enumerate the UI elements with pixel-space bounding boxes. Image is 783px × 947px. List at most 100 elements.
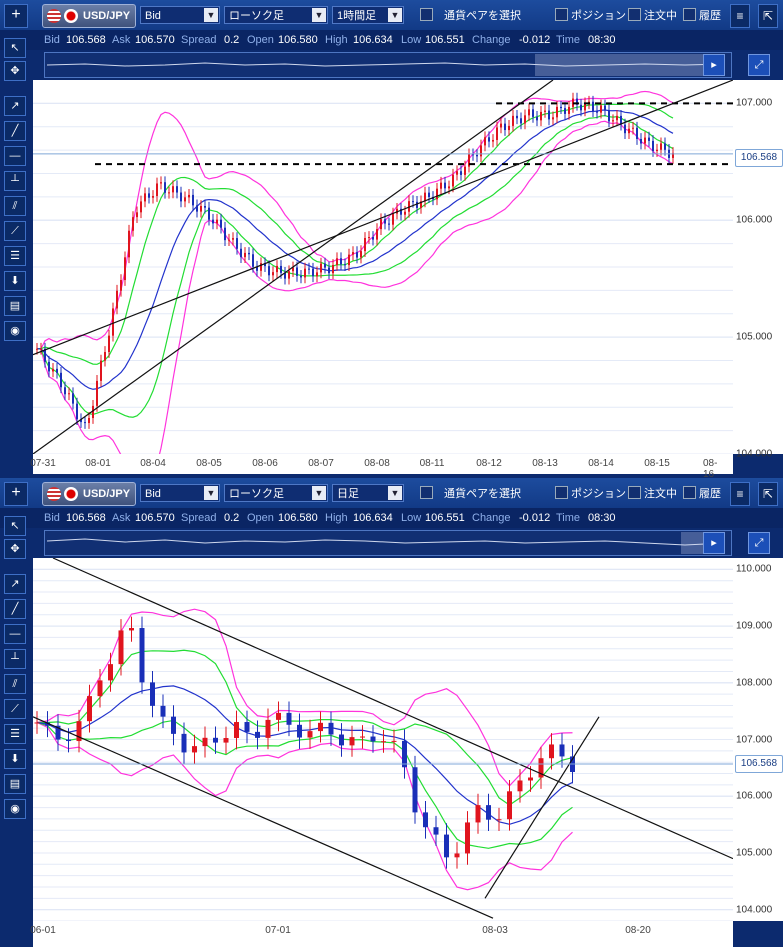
candle-body (129, 628, 134, 631)
candle-body (456, 171, 458, 175)
chart-type-select[interactable]: ローソク足 ▼ (224, 6, 328, 24)
candle-body (452, 174, 454, 187)
orders-label: 注文中 (644, 488, 677, 500)
candle-body (460, 171, 462, 175)
high-value: 106.634 (353, 512, 393, 524)
y-tick-label: 105.000 (736, 331, 773, 343)
add-chart-button[interactable]: + (4, 482, 28, 506)
list-icon[interactable]: ▤ (4, 774, 26, 794)
collapse-button[interactable]: ⇱ (758, 4, 778, 28)
collapse-button[interactable]: ⇱ (758, 482, 778, 506)
candle-body (559, 744, 565, 757)
candle-body (248, 252, 250, 255)
horizontal-line-icon[interactable]: — (4, 624, 26, 644)
camera-icon[interactable]: ◉ (4, 799, 26, 819)
crosshair-icon[interactable]: ✥ (4, 61, 26, 81)
daily-chart-plot[interactable] (33, 558, 733, 921)
chart-type-select[interactable]: ローソク足 ▼ (224, 484, 328, 502)
candle-body (528, 777, 533, 781)
chart-navigator[interactable]: ▸ (44, 52, 732, 78)
crosshair-icon[interactable]: ✥ (4, 539, 26, 559)
fib-lines-icon[interactable]: ☰ (4, 246, 26, 266)
trendline-icon[interactable]: ↗ (4, 574, 26, 594)
select-pair-checkbox[interactable] (420, 8, 433, 21)
history-checkbox[interactable] (683, 486, 696, 499)
chart-navigator[interactable]: ▸ (44, 530, 732, 556)
trendline-icon[interactable]: ↗ (4, 96, 26, 116)
vertical-line-icon[interactable]: ┴ (4, 171, 26, 191)
download-icon[interactable]: ⬇ (4, 749, 26, 769)
chevron-down-icon: ▼ (204, 8, 218, 22)
list-icon[interactable]: ▤ (4, 296, 26, 316)
cursor-icon[interactable]: ↖ (4, 38, 26, 58)
drawing-toolbar: ↖ ✥ (4, 516, 26, 564)
candle-body (496, 127, 498, 140)
candle-body (388, 223, 390, 225)
candle-body (402, 740, 407, 768)
horizontal-line-icon[interactable]: — (4, 146, 26, 166)
candle-body (556, 106, 558, 118)
price-type-select[interactable]: Bid ▼ (140, 6, 220, 24)
position-checkbox[interactable] (555, 486, 568, 499)
expand-chart-button[interactable]: ⤢ (748, 54, 770, 76)
candle-body (592, 101, 594, 112)
candle-body (148, 193, 150, 198)
cursor-icon[interactable]: ↖ (4, 516, 26, 536)
candle-body (560, 106, 562, 109)
candle-body (404, 211, 406, 215)
chart-panel-daily: + USD/JPY Bid ▼ ローソク足 ▼ 日足 ▼ 通貨ペアを選択 ポジション … (0, 478, 783, 947)
fibonacci-icon[interactable]: ⟋ (4, 699, 26, 719)
candle-body (276, 712, 281, 720)
hourly-price-axis: 107.000 106.000 105.000 104.000 (733, 80, 783, 460)
uptrend-line (484, 716, 600, 899)
add-chart-button[interactable]: + (4, 4, 28, 28)
expand-chart-button[interactable]: ⤢ (748, 532, 770, 554)
candle-body (465, 822, 470, 854)
change-value: -0.012 (519, 34, 551, 46)
candle-body (532, 109, 534, 117)
fibonacci-icon[interactable]: ⟋ (4, 221, 26, 241)
timeframe-select[interactable]: 日足 ▼ (332, 484, 404, 502)
x-tick-label: 08-05 (196, 458, 222, 469)
candle-body (324, 263, 326, 268)
menu-button[interactable]: ≡ (730, 4, 750, 28)
channel-icon[interactable]: ⫽ (4, 196, 26, 216)
navigator-window[interactable] (535, 54, 725, 76)
currency-pair-button[interactable]: USD/JPY (42, 4, 136, 28)
camera-icon[interactable]: ◉ (4, 321, 26, 341)
candle-body (76, 721, 82, 742)
spread-value: 0.2 (224, 34, 240, 46)
scroll-latest-button[interactable]: ▸ (703, 54, 725, 76)
downtrend-upper-line (52, 558, 733, 860)
scroll-latest-button[interactable]: ▸ (703, 532, 725, 554)
candle-body (300, 275, 302, 278)
candle-body (568, 106, 570, 114)
hourly-chart-plot[interactable] (33, 80, 733, 454)
price-type-select[interactable]: Bid ▼ (140, 484, 220, 502)
history-checkbox[interactable] (683, 8, 696, 21)
candle-body (56, 368, 58, 373)
vertical-line-icon[interactable]: ┴ (4, 649, 26, 669)
bollinger-upper-1 (37, 649, 573, 806)
position-checkbox[interactable] (555, 8, 568, 21)
open-label: Open (247, 512, 274, 524)
currency-pair-button[interactable]: USD/JPY (42, 482, 136, 506)
line-icon[interactable]: ╱ (4, 121, 26, 141)
timeframe-select[interactable]: 1時間足 ▼ (332, 6, 404, 24)
select-pair-checkbox[interactable] (420, 486, 433, 499)
orders-checkbox[interactable] (628, 486, 641, 499)
chevron-down-icon: ▼ (204, 486, 218, 500)
channel-icon[interactable]: ⫽ (4, 674, 26, 694)
fib-lines-icon[interactable]: ☰ (4, 724, 26, 744)
orders-checkbox[interactable] (628, 8, 641, 21)
candle-body (252, 254, 254, 267)
menu-button[interactable]: ≡ (730, 482, 750, 506)
candle-body (328, 722, 334, 735)
download-icon[interactable]: ⬇ (4, 271, 26, 291)
bid-value: 106.568 (66, 512, 106, 524)
line-icon[interactable]: ╱ (4, 599, 26, 619)
candle-body (492, 139, 494, 142)
chevron-down-icon: ▼ (388, 8, 402, 22)
candle-body (87, 696, 92, 722)
candle-body (356, 252, 358, 258)
